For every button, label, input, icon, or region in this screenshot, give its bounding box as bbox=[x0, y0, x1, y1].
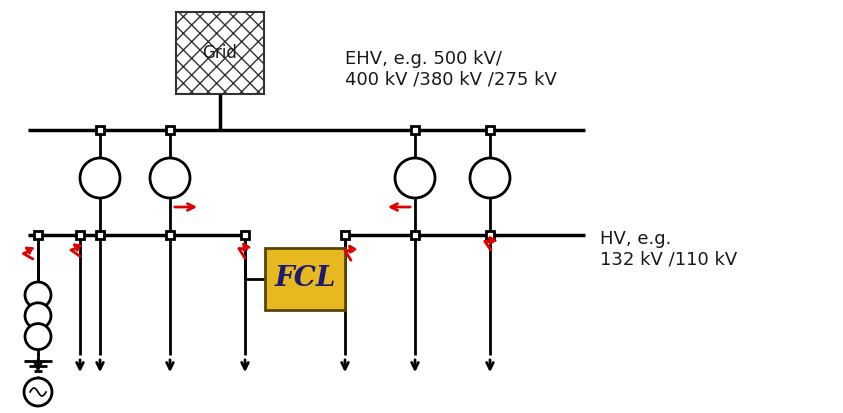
Bar bbox=[96, 126, 104, 134]
Circle shape bbox=[25, 282, 51, 308]
Circle shape bbox=[24, 378, 52, 406]
Text: FCL: FCL bbox=[274, 266, 336, 292]
Text: HV, e.g.
132 kV /110 kV: HV, e.g. 132 kV /110 kV bbox=[600, 230, 738, 269]
Circle shape bbox=[25, 303, 51, 329]
Bar bbox=[486, 231, 494, 239]
Text: EHV, e.g. 500 kV/
400 kV /380 kV /275 kV: EHV, e.g. 500 kV/ 400 kV /380 kV /275 kV bbox=[345, 50, 557, 89]
Bar bbox=[241, 231, 249, 239]
Bar bbox=[411, 231, 419, 239]
Text: Grid: Grid bbox=[202, 44, 238, 62]
Circle shape bbox=[395, 158, 435, 198]
Bar bbox=[166, 231, 174, 239]
Bar bbox=[265, 248, 345, 310]
Bar bbox=[411, 126, 419, 134]
Circle shape bbox=[25, 324, 51, 349]
Circle shape bbox=[80, 158, 120, 198]
Bar bbox=[166, 126, 174, 134]
Bar bbox=[96, 231, 104, 239]
Circle shape bbox=[470, 158, 510, 198]
Circle shape bbox=[150, 158, 190, 198]
Bar bbox=[341, 231, 349, 239]
Bar bbox=[486, 126, 494, 134]
Bar bbox=[76, 231, 84, 239]
Bar bbox=[34, 231, 42, 239]
Bar bbox=[176, 12, 264, 94]
